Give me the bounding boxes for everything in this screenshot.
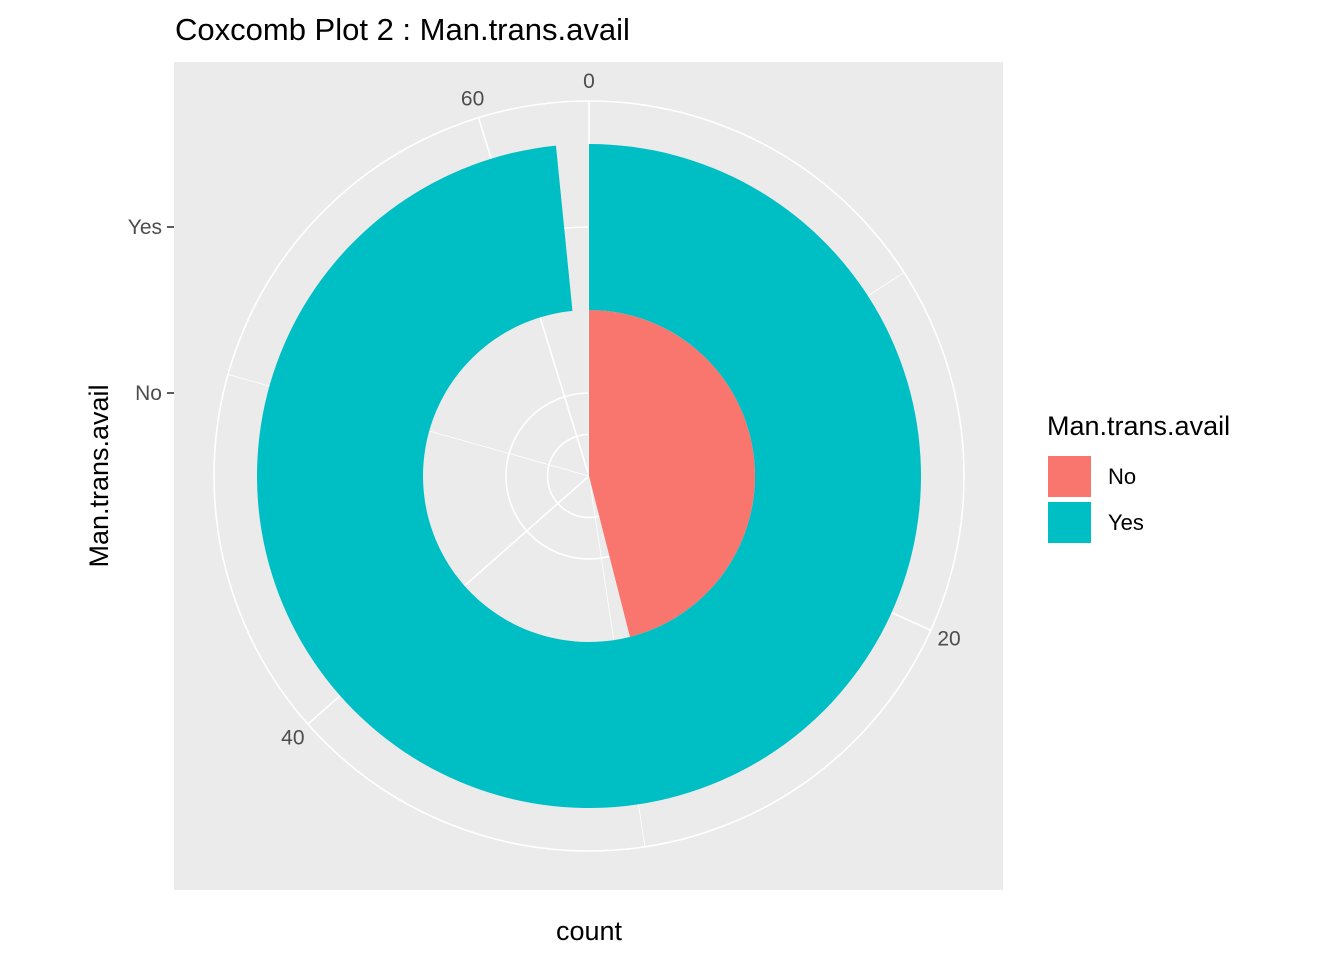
bar-no xyxy=(589,310,755,637)
y-axis-title: Man.trans.avail xyxy=(84,384,114,567)
x-axis-title: count xyxy=(556,916,623,946)
chart-title: Coxcomb Plot 2 : Man.trans.avail xyxy=(175,12,630,47)
radial-tick-no: No xyxy=(135,382,162,405)
legend-swatch-yes xyxy=(1046,500,1093,545)
data-bars xyxy=(256,144,921,809)
bar-yes xyxy=(256,144,921,809)
theta-tick-60: 60 xyxy=(461,88,484,111)
radial-tick-yes: Yes xyxy=(128,216,162,239)
legend-label-no: No xyxy=(1108,464,1136,489)
theta-tick-20: 20 xyxy=(937,627,960,650)
legend-label-yes: Yes xyxy=(1108,510,1144,535)
legend-swatch-no xyxy=(1046,454,1093,499)
legend-title: Man.trans.avail xyxy=(1047,411,1230,441)
theta-tick-0: 0 xyxy=(583,70,595,93)
legend: Man.trans.avail No Yes xyxy=(1046,411,1230,545)
axis-ticks: 0 20 40 60 No Yes xyxy=(128,70,961,749)
theta-tick-40: 40 xyxy=(281,726,304,749)
